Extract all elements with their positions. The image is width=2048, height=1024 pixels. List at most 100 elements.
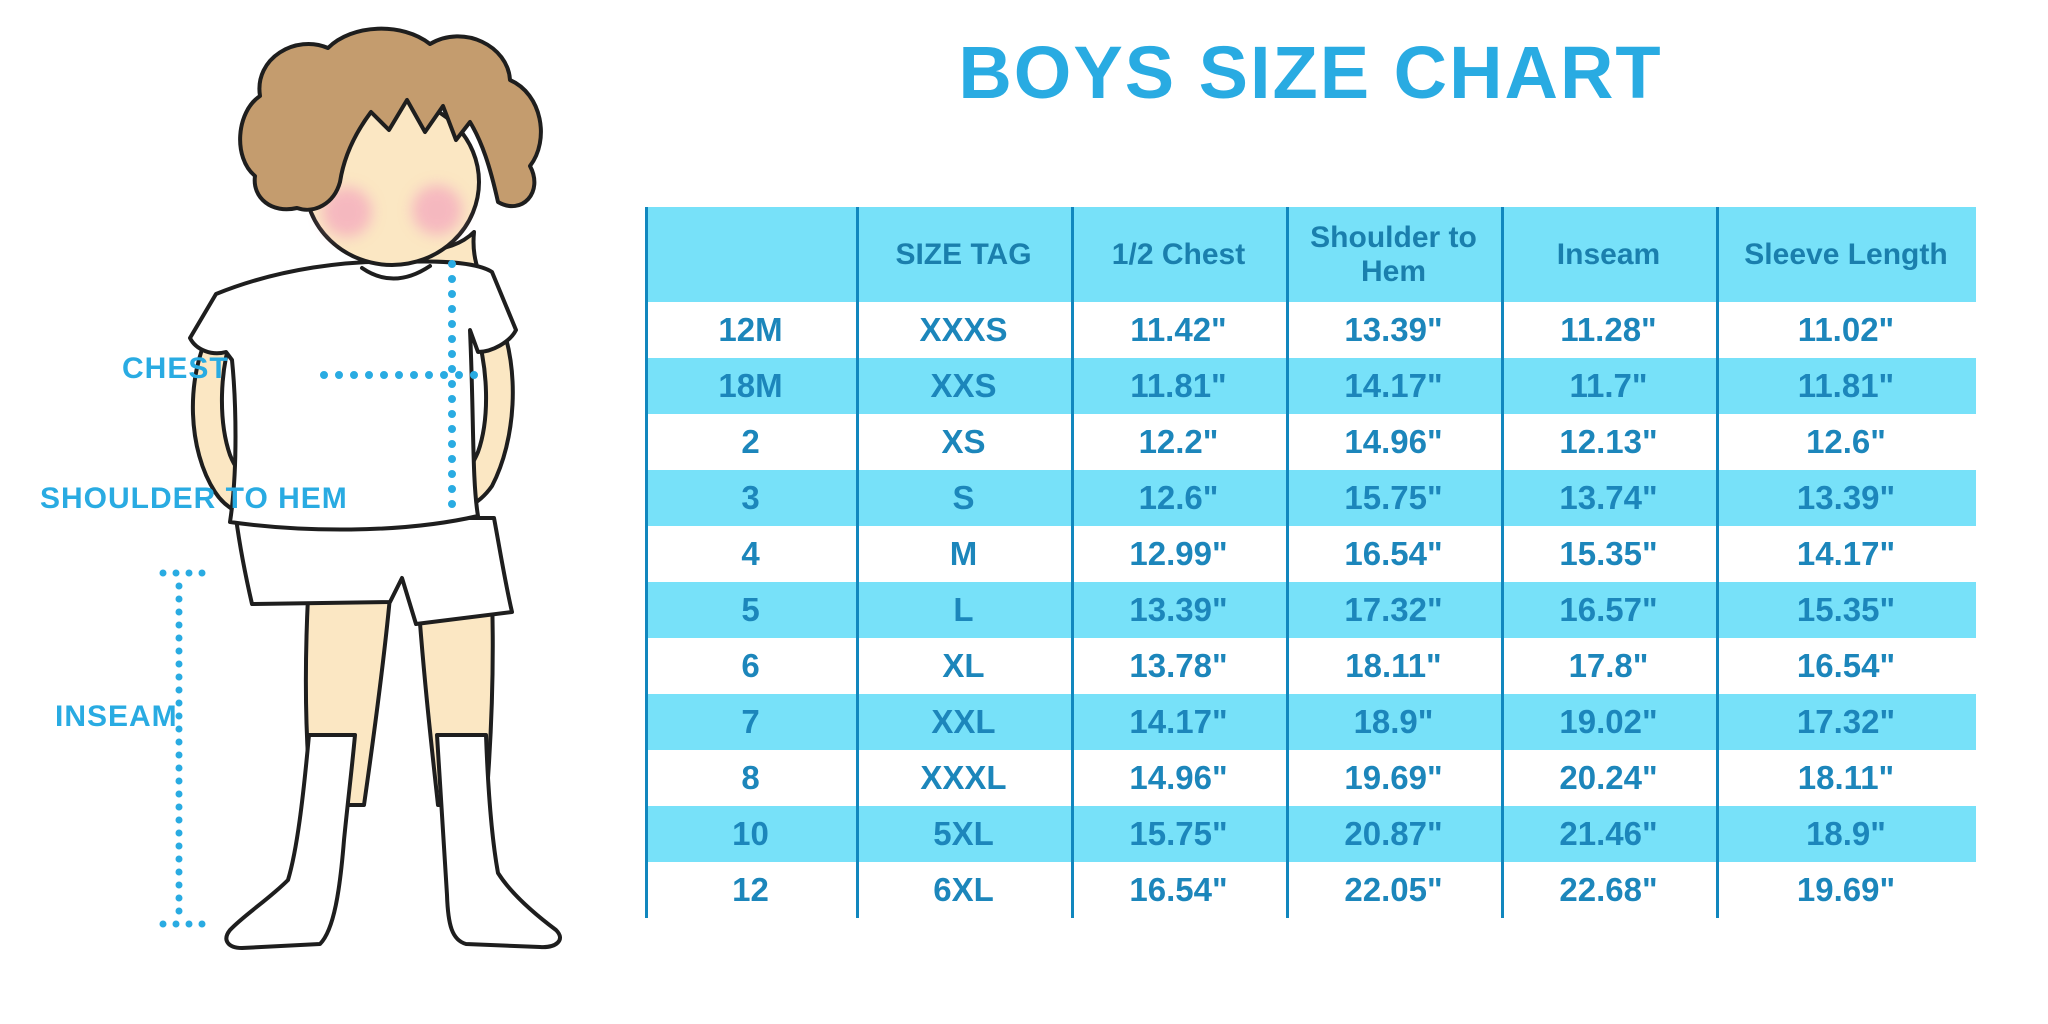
cell-size: 18M — [718, 367, 783, 404]
cell-size: 8 — [741, 759, 760, 796]
cell-sleeve-length: 11.02" — [1797, 311, 1895, 348]
cell-size: 12M — [718, 311, 783, 348]
cell-size-tag: 6XL — [933, 871, 994, 908]
cell-inseam: 13.74" — [1559, 479, 1658, 516]
table-row-5: 5 L 13.39" 17.32" 16.57" 15.35" — [645, 582, 1976, 638]
table-row-8: 8 XXXL 14.96" 19.69" 20.24" 18.11" — [645, 750, 1976, 806]
table-row-3: 3 S 12.6" 15.75" 13.74" 13.39" — [645, 470, 1976, 526]
cell-inseam: 12.13" — [1559, 423, 1658, 460]
cell-size-tag: XL — [942, 647, 985, 684]
cell-size-tag: XXL — [931, 703, 996, 740]
table-grid-line-3 — [1286, 207, 1289, 918]
boy-left-sock — [224, 733, 357, 950]
cell-sleeve-length: 12.6" — [1806, 423, 1886, 460]
cell-size: 4 — [741, 535, 760, 572]
boy-illustration — [159, 26, 562, 950]
table-row-6: 6 XL 13.78" 18.11" 17.8" 16.54" — [645, 638, 1976, 694]
size-table: SIZE TAG 1/2 Chest Shoulder to Hem Inseam Sl… — [645, 207, 1976, 918]
cell-size-tag: XXXS — [919, 311, 1008, 348]
cell-shoulder-to-hem: 14.96" — [1344, 423, 1443, 460]
cell-size: 2 — [741, 423, 760, 460]
boy-hair — [238, 26, 543, 212]
cell-inseam: 22.68" — [1559, 871, 1658, 908]
cell-size: 10 — [732, 815, 769, 852]
cell-size: 7 — [741, 703, 760, 740]
cell-half-chest: 12.99" — [1129, 535, 1228, 572]
cell-size-tag: 5XL — [933, 815, 994, 852]
cell-shoulder-to-hem: 18.11" — [1345, 647, 1442, 684]
boy-right-sock — [435, 733, 562, 950]
size-table-body: 12M XXXS 11.42" 13.39" 11.28" 11.02" 18M XXS 11.… — [645, 302, 1976, 918]
cell-half-chest: 12.6" — [1138, 479, 1219, 516]
boy-collar — [360, 264, 432, 281]
boy-shorts — [234, 516, 514, 626]
cell-inseam: 11.28" — [1560, 311, 1657, 348]
table-row-4: 4 M 12.99" 16.54" 15.35" 14.17" — [645, 526, 1976, 582]
cell-half-chest: 11.42" — [1130, 311, 1227, 348]
table-row-18M: 18M XXS 11.81" 14.17" 11.7" 11.81" — [645, 358, 1976, 414]
cell-size-tag: L — [953, 591, 974, 628]
table-row-10: 10 5XL 15.75" 20.87" 21.46" 18.9" — [645, 806, 1976, 862]
cell-sleeve-length: 18.11" — [1797, 759, 1895, 796]
cell-inseam: 11.7" — [1569, 367, 1648, 404]
cell-inseam: 20.24" — [1559, 759, 1658, 796]
cell-size-tag: XXS — [930, 367, 997, 404]
cell-size: 6 — [741, 647, 760, 684]
table-grid-line-5 — [1716, 207, 1719, 918]
boy-blush-left — [322, 187, 372, 237]
cell-half-chest: 11.81" — [1130, 367, 1227, 404]
table-row-2: 2 XS 12.2" 14.96" 12.13" 12.6" — [645, 414, 1976, 470]
column-header-size — [645, 207, 856, 302]
cell-shoulder-to-hem: 13.39" — [1344, 311, 1443, 348]
cell-sleeve-length: 18.9" — [1806, 815, 1886, 852]
cell-size-tag: XXXL — [920, 759, 1007, 796]
cell-shoulder-to-hem: 16.54" — [1344, 535, 1443, 572]
table-grid-line-1 — [856, 207, 859, 918]
cell-shoulder-to-hem: 18.9" — [1353, 703, 1434, 740]
cell-inseam: 15.35" — [1559, 535, 1658, 572]
cell-inseam: 19.02" — [1559, 703, 1658, 740]
cell-shoulder-to-hem: 22.05" — [1344, 871, 1443, 908]
cell-shoulder-to-hem: 17.32" — [1344, 591, 1443, 628]
column-header-sleeve-length: Sleeve Length — [1744, 237, 1948, 271]
cell-inseam: 16.57" — [1559, 591, 1658, 628]
inseam-label: INSEAM — [55, 700, 178, 733]
cell-half-chest: 14.96" — [1129, 759, 1228, 796]
table-row-12M: 12M XXXS 11.42" 13.39" 11.28" 11.02" — [645, 302, 1976, 358]
cell-sleeve-length: 13.39" — [1796, 479, 1896, 516]
cell-inseam: 17.8" — [1568, 647, 1649, 684]
cell-sleeve-length: 15.35" — [1796, 591, 1896, 628]
table-border-left — [645, 207, 648, 918]
cell-inseam: 21.46" — [1559, 815, 1658, 852]
cell-sleeve-length: 14.17" — [1796, 535, 1896, 572]
cell-half-chest: 13.39" — [1129, 591, 1228, 628]
table-row-7: 7 XXL 14.17" 18.9" 19.02" 17.32" — [645, 694, 1976, 750]
shoulder-to-hem-label: SHOULDER TO HEM — [40, 482, 348, 515]
cell-half-chest: 15.75" — [1129, 815, 1228, 852]
cell-size: 12 — [732, 871, 769, 908]
cell-half-chest: 16.54" — [1129, 871, 1228, 908]
cell-shoulder-to-hem: 19.69" — [1344, 759, 1443, 796]
cell-shoulder-to-hem: 20.87" — [1344, 815, 1443, 852]
column-header-half-chest: 1/2 Chest — [1111, 237, 1246, 271]
cell-size: 5 — [741, 591, 760, 628]
cell-size-tag: M — [949, 535, 978, 572]
cell-size-tag: XS — [941, 423, 986, 460]
cell-half-chest: 12.2" — [1138, 423, 1219, 460]
chest-label: CHEST — [122, 352, 229, 385]
boy-blush-right — [412, 185, 462, 235]
cell-sleeve-length: 16.54" — [1796, 647, 1896, 684]
cell-half-chest: 13.78" — [1129, 647, 1228, 684]
size-table-header: SIZE TAG 1/2 Chest Shoulder to Hem Inseam Sl… — [645, 207, 1976, 302]
cell-shoulder-to-hem: 15.75" — [1344, 479, 1443, 516]
cell-size-tag: S — [952, 479, 975, 516]
cell-half-chest: 14.17" — [1129, 703, 1228, 740]
cell-shoulder-to-hem: 14.17" — [1344, 367, 1443, 404]
table-row-12: 12 6XL 16.54" 22.05" 22.68" 19.69" — [645, 862, 1976, 918]
column-header-inseam: Inseam — [1556, 237, 1661, 271]
page-title: BOYS SIZE CHART — [958, 31, 1663, 114]
table-grid-line-4 — [1501, 207, 1504, 918]
cell-size: 3 — [741, 479, 760, 516]
cell-sleeve-length: 11.81" — [1797, 367, 1895, 404]
